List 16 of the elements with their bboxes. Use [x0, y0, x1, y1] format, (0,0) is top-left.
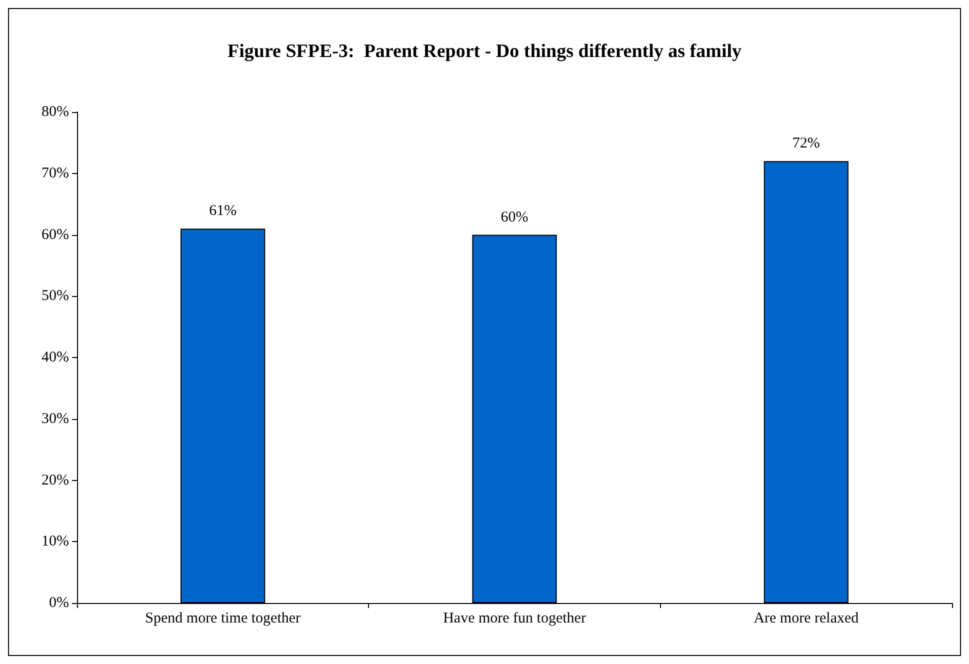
x-tick-label: Are more relaxed	[754, 610, 860, 626]
y-tick-label: 40%	[42, 350, 69, 366]
y-tick-label: 20%	[42, 472, 69, 488]
x-tick-label: Spend more time together	[145, 610, 301, 626]
x-tick-label: Have more fun together	[443, 610, 586, 626]
y-tick-label: 70%	[42, 165, 69, 182]
y-tick-label: 30%	[42, 410, 69, 427]
data-label: 60%	[500, 209, 528, 226]
y-tick-label: 80%	[42, 104, 69, 120]
data-label: 61%	[209, 203, 237, 220]
y-tick-label: 10%	[42, 534, 69, 550]
chart-title: Figure SFPE-3: Parent Report - Do things differently as family	[227, 41, 742, 62]
y-tick-label: 50%	[42, 288, 69, 304]
data-label: 72%	[792, 136, 820, 152]
y-tick-label: 0%	[49, 595, 69, 611]
y-tick-label: 60%	[42, 226, 69, 243]
